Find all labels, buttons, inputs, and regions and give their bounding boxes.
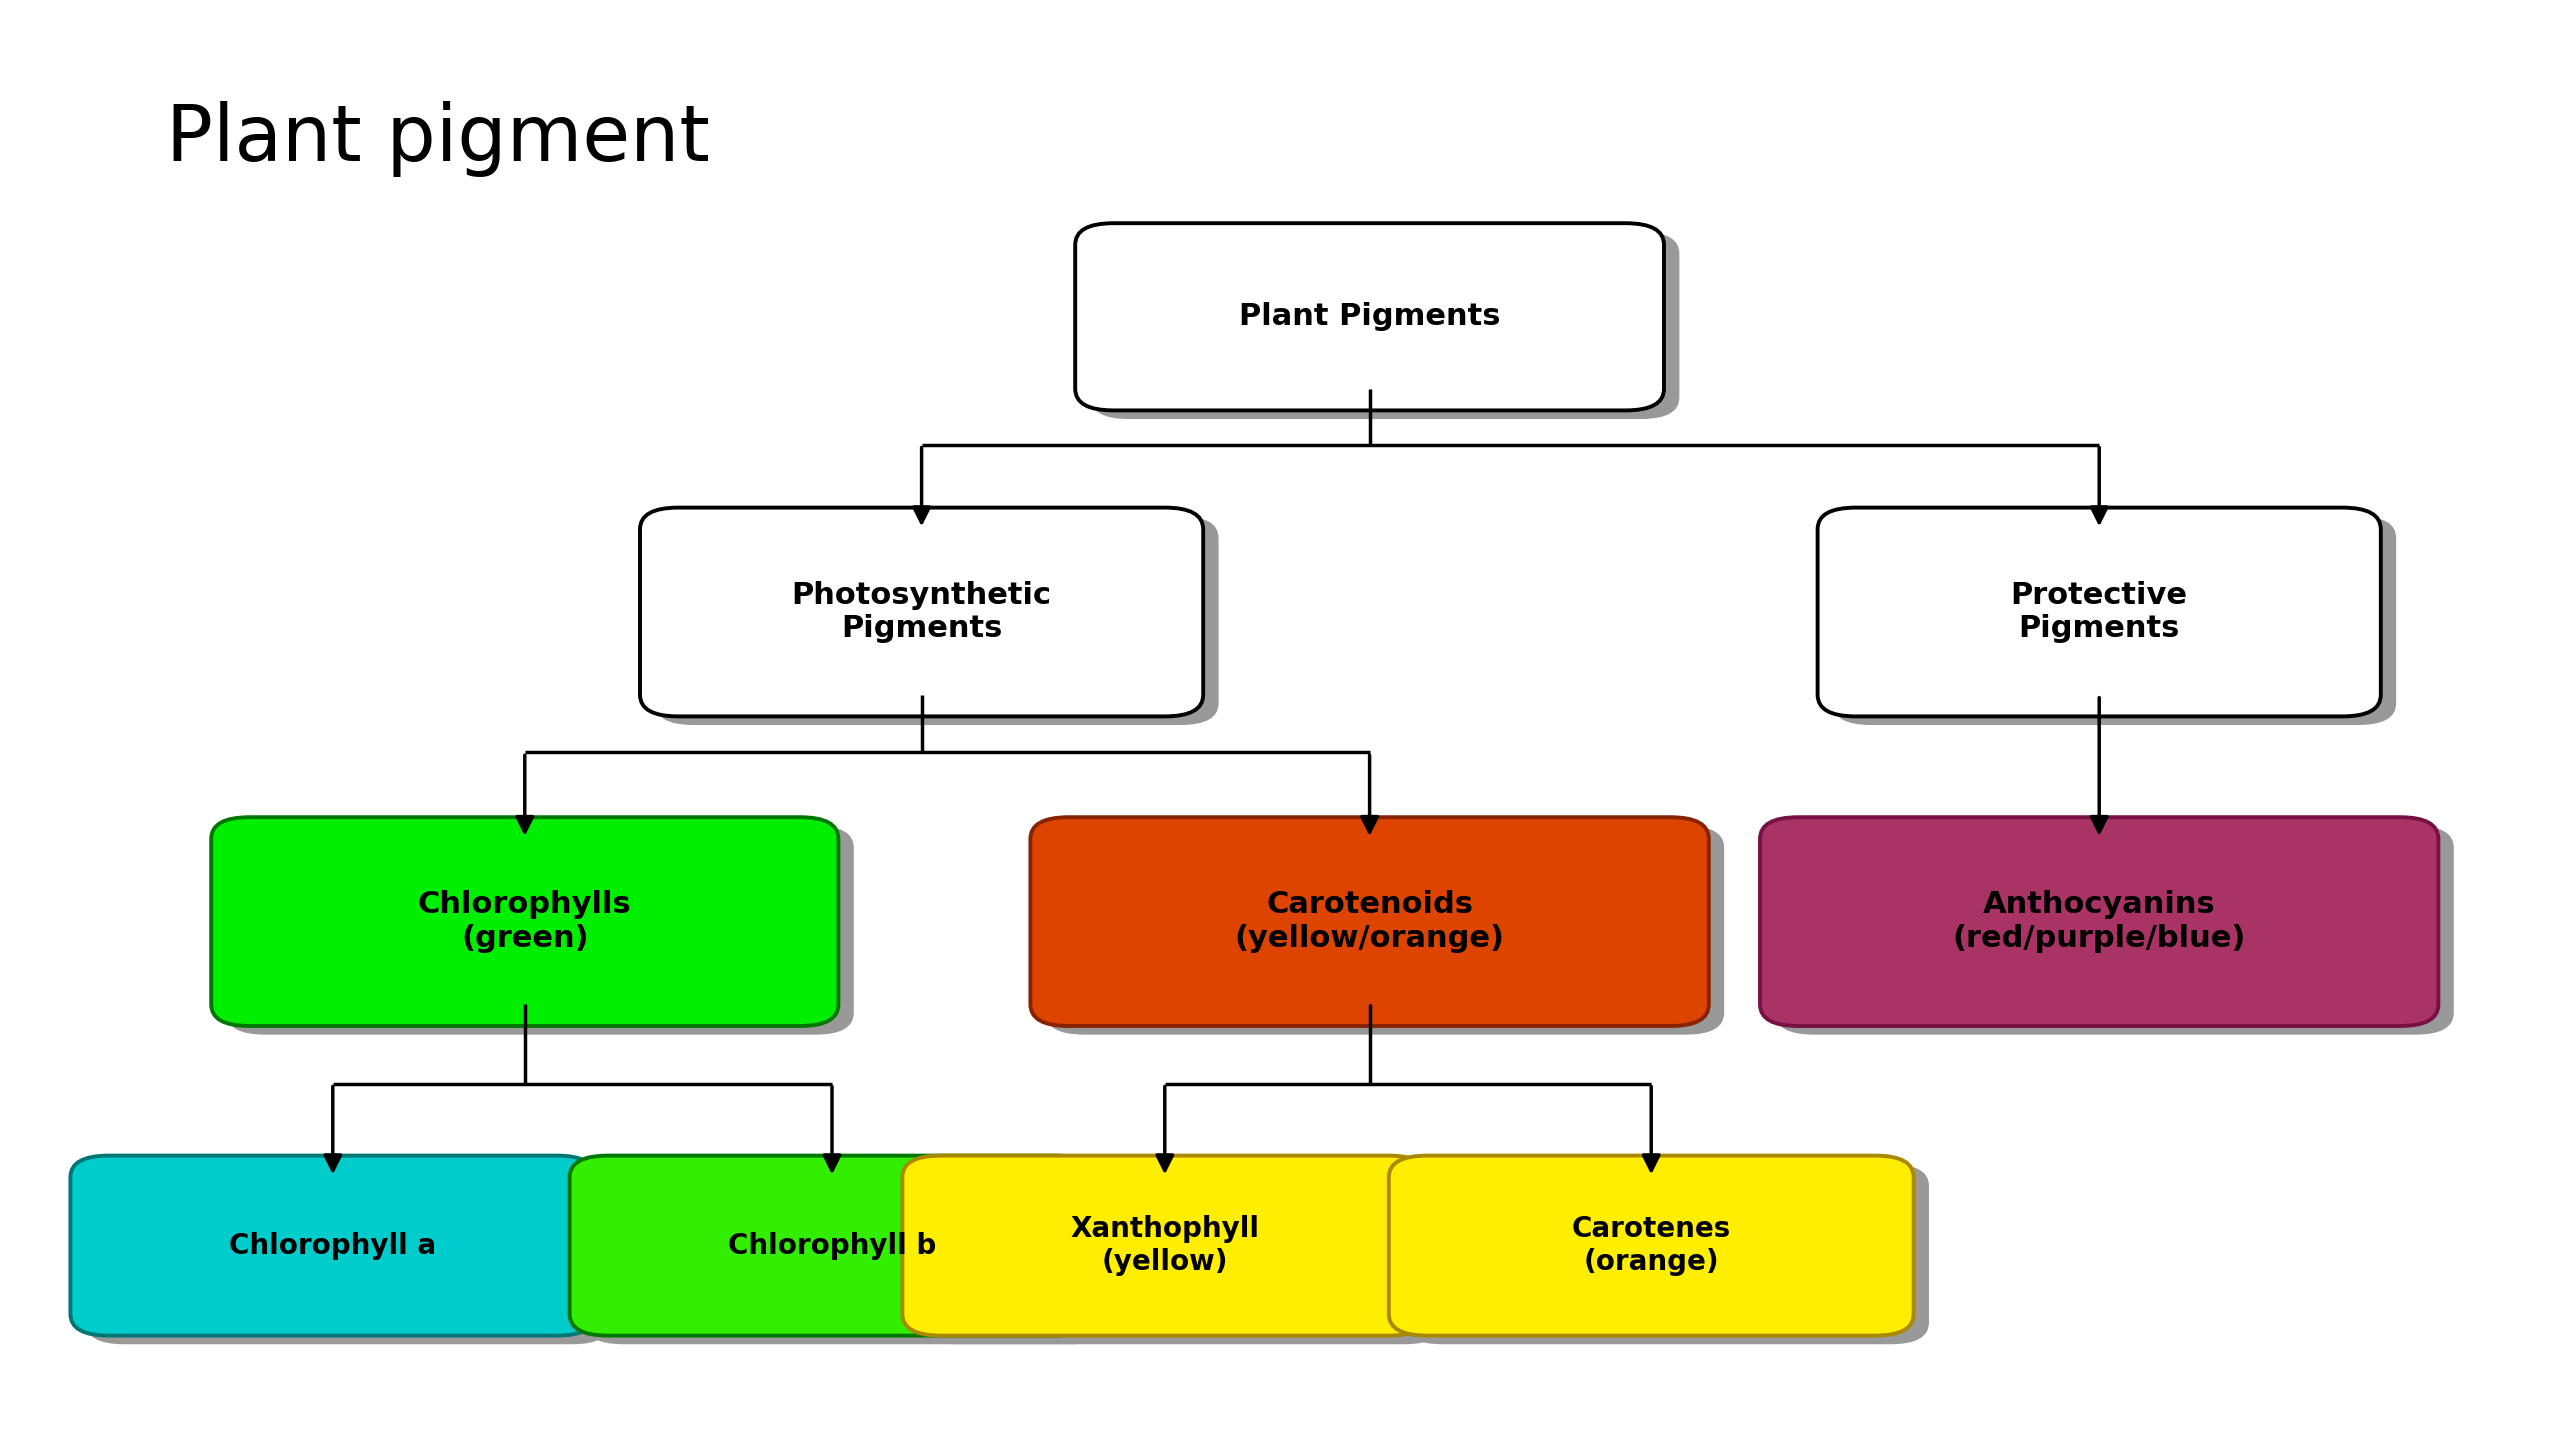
FancyBboxPatch shape — [87, 1164, 609, 1345]
Text: Xanthophyll
(yellow): Xanthophyll (yellow) — [1070, 1215, 1260, 1276]
Text: Carotenoids
(yellow/orange): Carotenoids (yellow/orange) — [1234, 890, 1505, 953]
FancyBboxPatch shape — [210, 818, 840, 1025]
FancyBboxPatch shape — [1833, 516, 2396, 726]
FancyBboxPatch shape — [919, 1164, 1444, 1345]
FancyBboxPatch shape — [1774, 827, 2452, 1034]
FancyBboxPatch shape — [1761, 818, 2437, 1025]
FancyBboxPatch shape — [655, 516, 1219, 726]
FancyBboxPatch shape — [1075, 223, 1664, 410]
FancyBboxPatch shape — [571, 1155, 1096, 1336]
FancyBboxPatch shape — [640, 508, 1203, 717]
Text: Anthocyanins
(red/purple/blue): Anthocyanins (red/purple/blue) — [1953, 890, 2245, 953]
FancyBboxPatch shape — [1388, 1155, 1915, 1336]
Text: Plant pigment: Plant pigment — [166, 101, 709, 177]
Text: Photosynthetic
Pigments: Photosynthetic Pigments — [791, 580, 1052, 644]
FancyBboxPatch shape — [1818, 508, 2381, 717]
FancyBboxPatch shape — [1032, 818, 1710, 1025]
FancyBboxPatch shape — [1403, 1164, 1930, 1345]
Text: Chlorophyll a: Chlorophyll a — [230, 1231, 435, 1260]
Text: Plant Pigments: Plant Pigments — [1239, 302, 1500, 331]
FancyBboxPatch shape — [1047, 827, 1725, 1034]
Text: Protective
Pigments: Protective Pigments — [2010, 580, 2189, 644]
FancyBboxPatch shape — [1091, 232, 1679, 419]
Text: Carotenes
(orange): Carotenes (orange) — [1572, 1215, 1731, 1276]
FancyBboxPatch shape — [72, 1155, 594, 1336]
Text: Chlorophyll b: Chlorophyll b — [727, 1231, 937, 1260]
FancyBboxPatch shape — [228, 827, 855, 1034]
FancyBboxPatch shape — [904, 1155, 1428, 1336]
FancyBboxPatch shape — [586, 1164, 1111, 1345]
Text: Chlorophylls
(green): Chlorophylls (green) — [417, 890, 632, 953]
